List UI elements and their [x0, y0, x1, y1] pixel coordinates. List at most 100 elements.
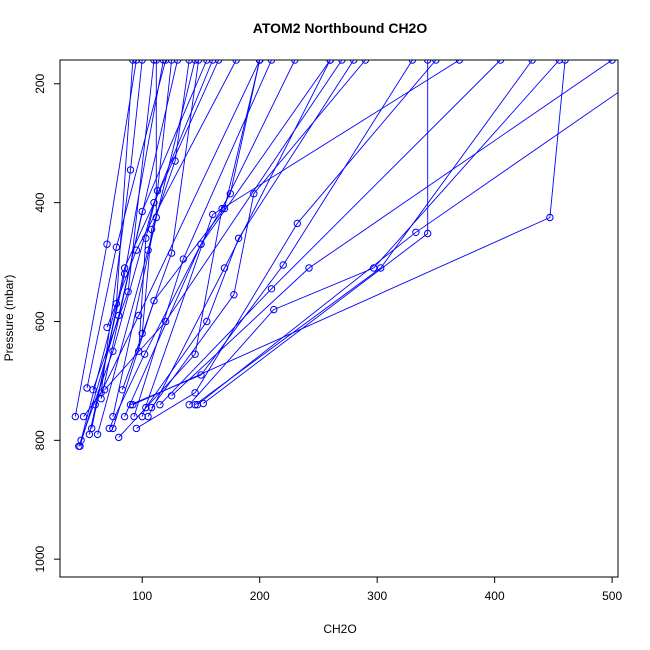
- data-point: [350, 60, 358, 64]
- data-point: [112, 243, 121, 251]
- profile-line: [133, 60, 272, 417]
- data-point: [256, 60, 264, 64]
- data-point: [103, 240, 111, 248]
- data-point: [132, 424, 141, 433]
- data-point: [153, 187, 162, 195]
- x-tick-label: 100: [132, 589, 152, 603]
- data-point: [138, 207, 146, 216]
- profile-line: [78, 60, 214, 447]
- profile-line: [106, 60, 237, 328]
- data-point: [142, 234, 150, 243]
- profile-line: [118, 60, 296, 438]
- data-point: [97, 395, 105, 403]
- data-point: [496, 60, 505, 64]
- data-point: [412, 228, 420, 237]
- data-point: [424, 60, 432, 64]
- profile-series: [144, 60, 334, 421]
- data-point: [109, 424, 117, 433]
- profile-line: [138, 60, 173, 352]
- data-point: [77, 436, 85, 444]
- data-point: [142, 403, 150, 412]
- data-point: [91, 401, 99, 409]
- data-point: [140, 350, 149, 358]
- profile-series: [126, 60, 417, 409]
- data-point: [135, 311, 143, 320]
- data-point: [528, 60, 536, 64]
- profile-series: [156, 60, 505, 409]
- profile-line: [141, 60, 190, 334]
- profile-line: [112, 60, 157, 417]
- data-point: [608, 60, 616, 64]
- data-point: [226, 190, 235, 198]
- profile-line: [141, 60, 460, 417]
- data-point: [338, 60, 346, 64]
- data-point: [455, 60, 464, 64]
- x-axis: 100 200 300 400 500: [132, 577, 622, 603]
- data-point: [424, 229, 432, 238]
- profile-line: [132, 60, 566, 406]
- data-point: [173, 60, 182, 64]
- data-point: [203, 60, 211, 64]
- profile-series: [191, 60, 536, 409]
- data-point: [199, 399, 208, 408]
- profile-series: [109, 60, 161, 421]
- profile-line: [145, 60, 355, 408]
- data-point: [209, 60, 217, 64]
- profile-line: [108, 60, 331, 429]
- data-point: [191, 389, 199, 397]
- plot-frame: [59, 59, 619, 578]
- profile-series: [135, 60, 176, 355]
- data-point: [126, 166, 135, 174]
- profile-line: [197, 91, 618, 406]
- data-point: [377, 264, 385, 272]
- data-point: [147, 403, 156, 412]
- data-point: [291, 60, 299, 64]
- data-point: [270, 305, 278, 314]
- data-point: [109, 347, 117, 355]
- data-point: [305, 264, 313, 272]
- data-point: [218, 204, 226, 213]
- data-point: [159, 60, 168, 64]
- data-point: [138, 329, 146, 338]
- data-point: [279, 261, 287, 269]
- data-point: [130, 412, 138, 421]
- profile-series: [142, 60, 358, 412]
- data-point: [234, 234, 243, 243]
- data-point: [555, 60, 563, 64]
- data-point: [293, 219, 301, 228]
- profile-line: [74, 60, 137, 417]
- data-point: [120, 264, 129, 272]
- data-point: [197, 371, 205, 379]
- data-point: [162, 60, 170, 64]
- data-point: [152, 213, 161, 222]
- data-point: [203, 317, 211, 326]
- profile-line: [92, 60, 155, 390]
- profile-line: [100, 60, 208, 399]
- profile-line: [151, 60, 366, 408]
- data-point: [546, 213, 554, 222]
- data-point: [232, 60, 240, 64]
- profile-line: [159, 60, 501, 406]
- data-point: [220, 264, 229, 272]
- profile-series: [71, 60, 141, 421]
- profile-series: [167, 60, 616, 400]
- profile-series: [138, 60, 193, 338]
- profile-series: [118, 60, 203, 394]
- data-point: [408, 60, 417, 64]
- plot-area: [71, 60, 618, 450]
- data-point: [103, 323, 111, 332]
- x-tick-label: 200: [250, 589, 270, 603]
- data-point: [167, 249, 176, 257]
- y-tick-label: 400: [33, 192, 47, 212]
- data-point: [132, 60, 141, 64]
- data-point: [88, 424, 96, 433]
- profile-line: [94, 60, 261, 405]
- data-point: [132, 246, 141, 254]
- data-point: [138, 60, 146, 64]
- data-point: [93, 430, 102, 439]
- data-point: [194, 60, 203, 64]
- profile-line: [194, 60, 533, 406]
- data-point: [191, 350, 199, 358]
- profile-series: [138, 60, 464, 421]
